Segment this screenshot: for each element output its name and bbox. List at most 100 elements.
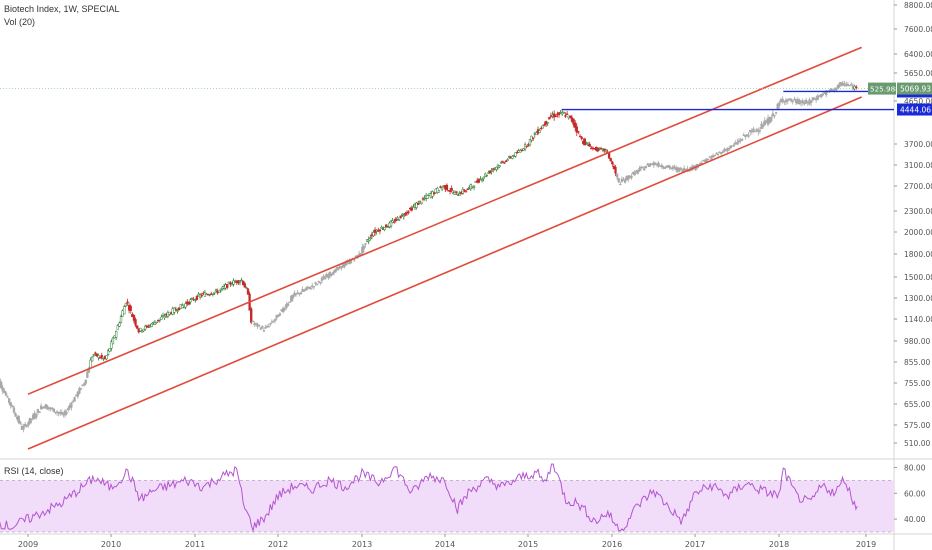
candle-body [283,308,286,311]
support-price-label: 4444.06 [900,106,931,115]
candle-body [227,281,230,284]
candle-body [771,113,775,117]
price-tick-label: 3700.00 [904,140,932,149]
candle-body [213,291,216,294]
candle-body [495,166,498,170]
candle-body [94,352,97,354]
candle-body [303,289,306,292]
candle-body [92,354,95,356]
time-tick-label: 2015 [518,540,538,549]
candle-body [187,301,191,305]
price-tick-label: 1800.00 [904,250,932,259]
candle-body [420,201,423,205]
candle-body [378,229,382,232]
candle-body [116,325,119,330]
time-tick-label: 2018 [769,540,789,549]
candle-body [404,212,407,216]
candle-body [261,326,264,329]
candle-body [617,178,620,183]
candle-body [564,115,567,117]
candle-body [762,124,765,127]
candle-body [711,155,715,158]
candle-body [364,243,367,245]
candle-body [548,117,551,120]
candle-body [229,282,232,285]
candle-body [801,100,804,104]
candle-body [86,371,89,378]
candle-body [522,148,525,151]
candle-body [238,280,242,283]
candle-body [362,245,366,250]
candle-body [25,425,28,427]
candle-body [755,128,758,131]
candle-body [332,272,335,275]
candle-body [396,217,399,220]
price-tick-label: 655.00 [904,400,930,409]
candle-body [269,323,272,325]
candle-body [511,156,514,159]
candle-body [401,214,404,216]
candle-body [554,115,557,117]
candle-body [320,277,324,281]
candle-body [663,167,667,169]
candle-body [386,226,390,229]
candle-body [161,315,165,317]
candle-body [578,135,582,138]
candle-body [123,306,126,315]
candle-body [644,166,647,169]
candle-body [855,86,858,89]
candle-body [8,398,11,403]
candle-body [445,184,449,191]
candle-body [630,175,633,179]
candle-body [809,100,813,103]
candle-body [11,405,14,408]
price-tick-label: 5650.00 [904,69,932,78]
candle-body [728,148,731,150]
candle-body [485,174,488,177]
candle-body [464,190,468,192]
candle-body [294,293,298,295]
candle-body [4,392,8,396]
last-price-label: 5069.93 [900,85,931,94]
price-tick-label: 510.00 [904,439,930,448]
candle-body [312,286,316,288]
candle-body [243,283,246,288]
candle-body [132,315,136,321]
candle-body [84,379,87,384]
candle-body [535,132,538,135]
candle-body [36,409,40,413]
rsi-tick-label: 80.00 [904,463,926,472]
rsi-line [0,463,858,533]
candle-body [572,118,575,125]
candle-body [615,173,619,178]
candle-body [803,102,806,105]
time-tick-label: 2013 [352,540,372,549]
candle-body [140,330,144,333]
candle-body [87,367,91,373]
candle-body [367,239,370,242]
candle-body [155,321,158,324]
candle-body [98,357,102,359]
candle-body [820,94,823,98]
candle-body [668,166,671,169]
candle-body [380,227,383,229]
candle-body [226,284,229,288]
candle-body [448,190,452,192]
candle-body [153,321,157,326]
candle-body [553,113,556,118]
candle-body [562,112,566,114]
candle-body [643,168,646,171]
candle-body [119,316,123,323]
candle-body [736,142,739,145]
candle-body [633,171,636,176]
candle-body [455,191,458,193]
candle-body [745,134,749,136]
candle-body [78,387,81,394]
candle-body [426,195,429,199]
candle-body [6,396,9,398]
candle-body [667,165,670,168]
candle-body [503,162,506,164]
candle-body [0,382,3,389]
candle-body [565,113,569,115]
